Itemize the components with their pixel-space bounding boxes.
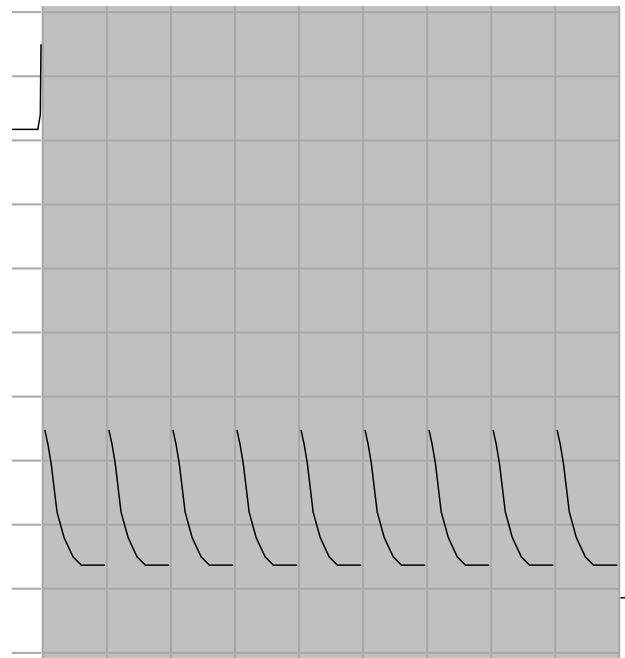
waveform-line [12, 44, 625, 599]
